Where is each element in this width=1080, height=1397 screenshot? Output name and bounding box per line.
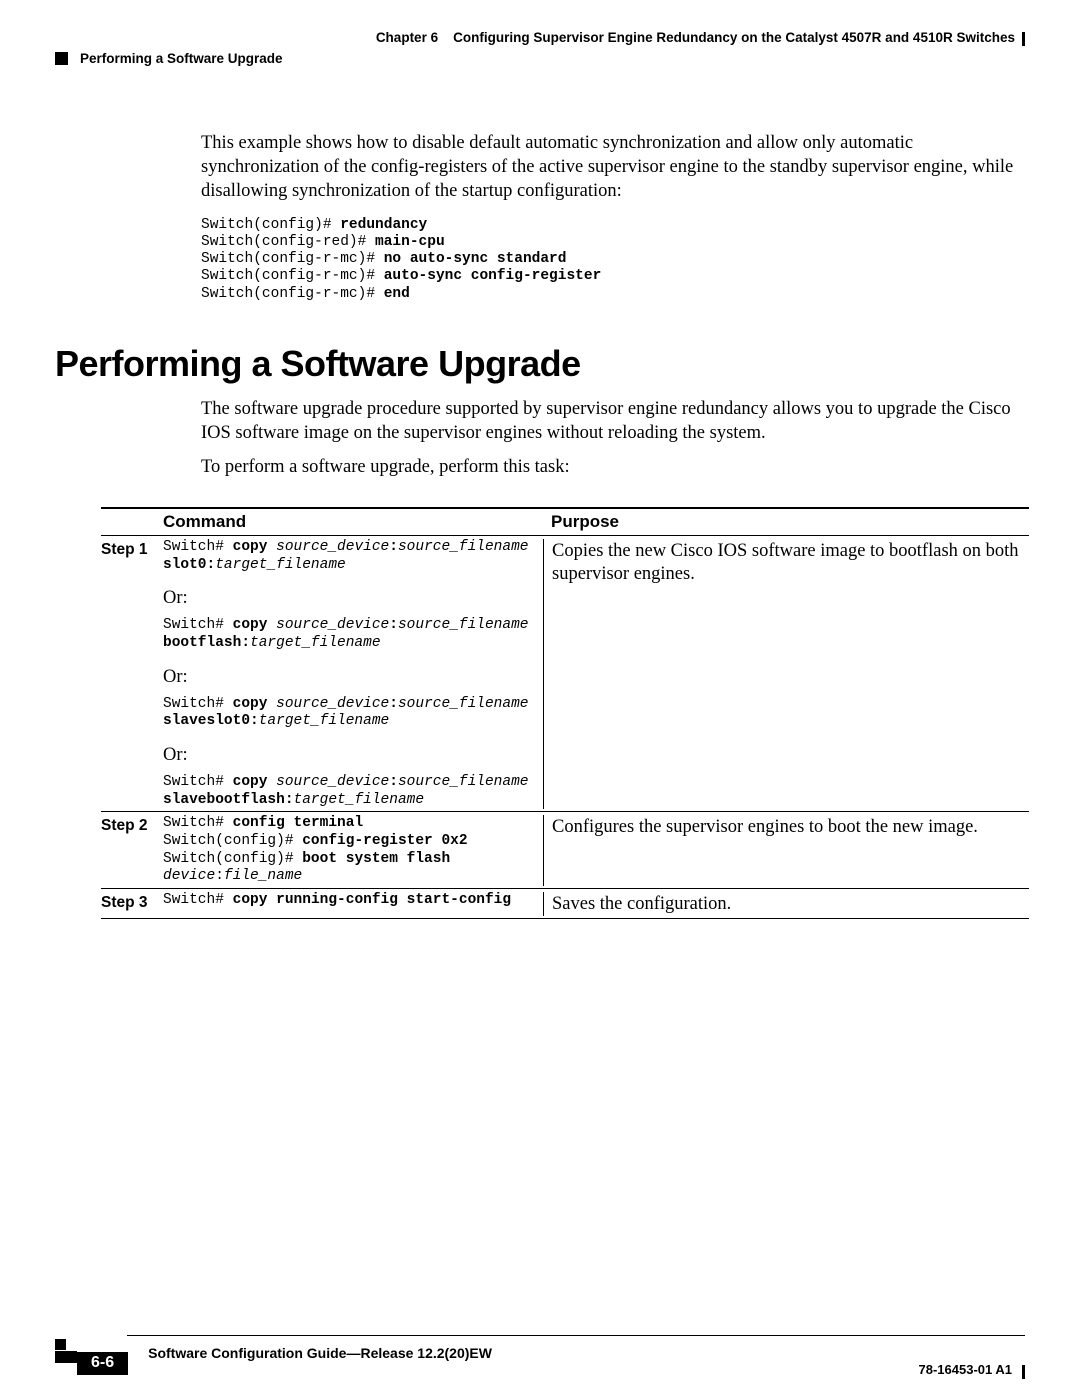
step-purpose: Copies the new Cisco IOS software image … — [543, 539, 1029, 810]
step-label: Step 1 — [101, 539, 163, 810]
chapter-title: Configuring Supervisor Engine Redundancy… — [453, 30, 1015, 45]
body-content: This example shows how to disable defaul… — [201, 131, 1025, 303]
cmd-line: Switch# config terminal Switch(config)# … — [163, 815, 533, 886]
table-row: Step 1 Switch# copy source_device:source… — [101, 536, 1029, 813]
step-label: Step 3 — [101, 892, 163, 916]
code-line-1: Switch(config)# redundancy — [201, 217, 427, 233]
or-label: Or: — [163, 745, 533, 766]
cmd-variant-2: Switch# copy source_device:source_filena… — [163, 617, 533, 652]
step-purpose: Configures the supervisor engines to boo… — [543, 815, 1029, 886]
header-end-bar — [1022, 32, 1025, 46]
intro-paragraph: This example shows how to disable defaul… — [201, 131, 1025, 203]
table-header-purpose: Purpose — [543, 509, 1029, 535]
step-command-cell: Switch# copy running-config start-config — [163, 892, 543, 916]
cmd-variant-3: Switch# copy source_device:source_filena… — [163, 696, 533, 731]
header-chapter-line: Chapter 6 Configuring Supervisor Engine … — [55, 30, 1025, 45]
cmd-line: Switch# copy running-config start-config — [163, 892, 533, 910]
cmd-variant-1: Switch# copy source_device:source_filena… — [163, 539, 533, 574]
footer-end-bar — [1022, 1365, 1025, 1379]
code-line-2: Switch(config-red)# main-cpu — [201, 234, 445, 250]
chapter-label: Chapter 6 — [376, 30, 438, 45]
table-header-command: Command — [163, 509, 543, 535]
header-section-row: Performing a Software Upgrade — [55, 51, 1025, 66]
table-header-step — [101, 509, 163, 535]
section-heading: Performing a Software Upgrade — [55, 343, 1025, 385]
or-label: Or: — [163, 667, 533, 688]
page: Chapter 6 Configuring Supervisor Engine … — [0, 0, 1080, 1397]
table-row: Step 2 Switch# config terminal Switch(co… — [101, 812, 1029, 889]
footer-rule — [127, 1335, 1025, 1336]
task-table: Command Purpose Step 1 Switch# copy sour… — [101, 507, 1029, 919]
code-line-4: Switch(config-r-mc)# auto-sync config-re… — [201, 268, 601, 284]
page-header: Chapter 6 Configuring Supervisor Engine … — [55, 30, 1025, 66]
step-command-cell: Switch# copy source_device:source_filena… — [163, 539, 543, 810]
footer-row: 6-6 Software Configuration Guide—Release… — [55, 1339, 1025, 1363]
table-header-row: Command Purpose — [101, 507, 1029, 536]
cmd-variant-4: Switch# copy source_device:source_filena… — [163, 774, 533, 809]
header-section-marker: Performing a Software Upgrade — [80, 51, 283, 66]
code-line-5: Switch(config-r-mc)# end — [201, 286, 410, 302]
footer-guide-title: Software Configuration Guide—Release 12.… — [148, 1345, 492, 1361]
or-label: Or: — [163, 588, 533, 609]
section-body: The software upgrade procedure supported… — [201, 397, 1025, 479]
step-label: Step 2 — [101, 815, 163, 886]
code-line-3: Switch(config-r-mc)# no auto-sync standa… — [201, 251, 566, 267]
table-row: Step 3 Switch# copy running-config start… — [101, 889, 1029, 919]
header-square-icon — [55, 52, 68, 65]
section-para-2: To perform a software upgrade, perform t… — [201, 455, 1025, 479]
page-footer: 6-6 Software Configuration Guide—Release… — [55, 1335, 1025, 1363]
step-purpose: Saves the configuration. — [543, 892, 1029, 916]
footer-pub-number: 78-16453-01 A1 — [919, 1362, 1012, 1377]
section-para-1: The software upgrade procedure supported… — [201, 397, 1025, 445]
step-command-cell: Switch# config terminal Switch(config)# … — [163, 815, 543, 886]
page-number-badge: 6-6 — [77, 1352, 128, 1375]
code-example: Switch(config)# redundancy Switch(config… — [201, 217, 1025, 303]
